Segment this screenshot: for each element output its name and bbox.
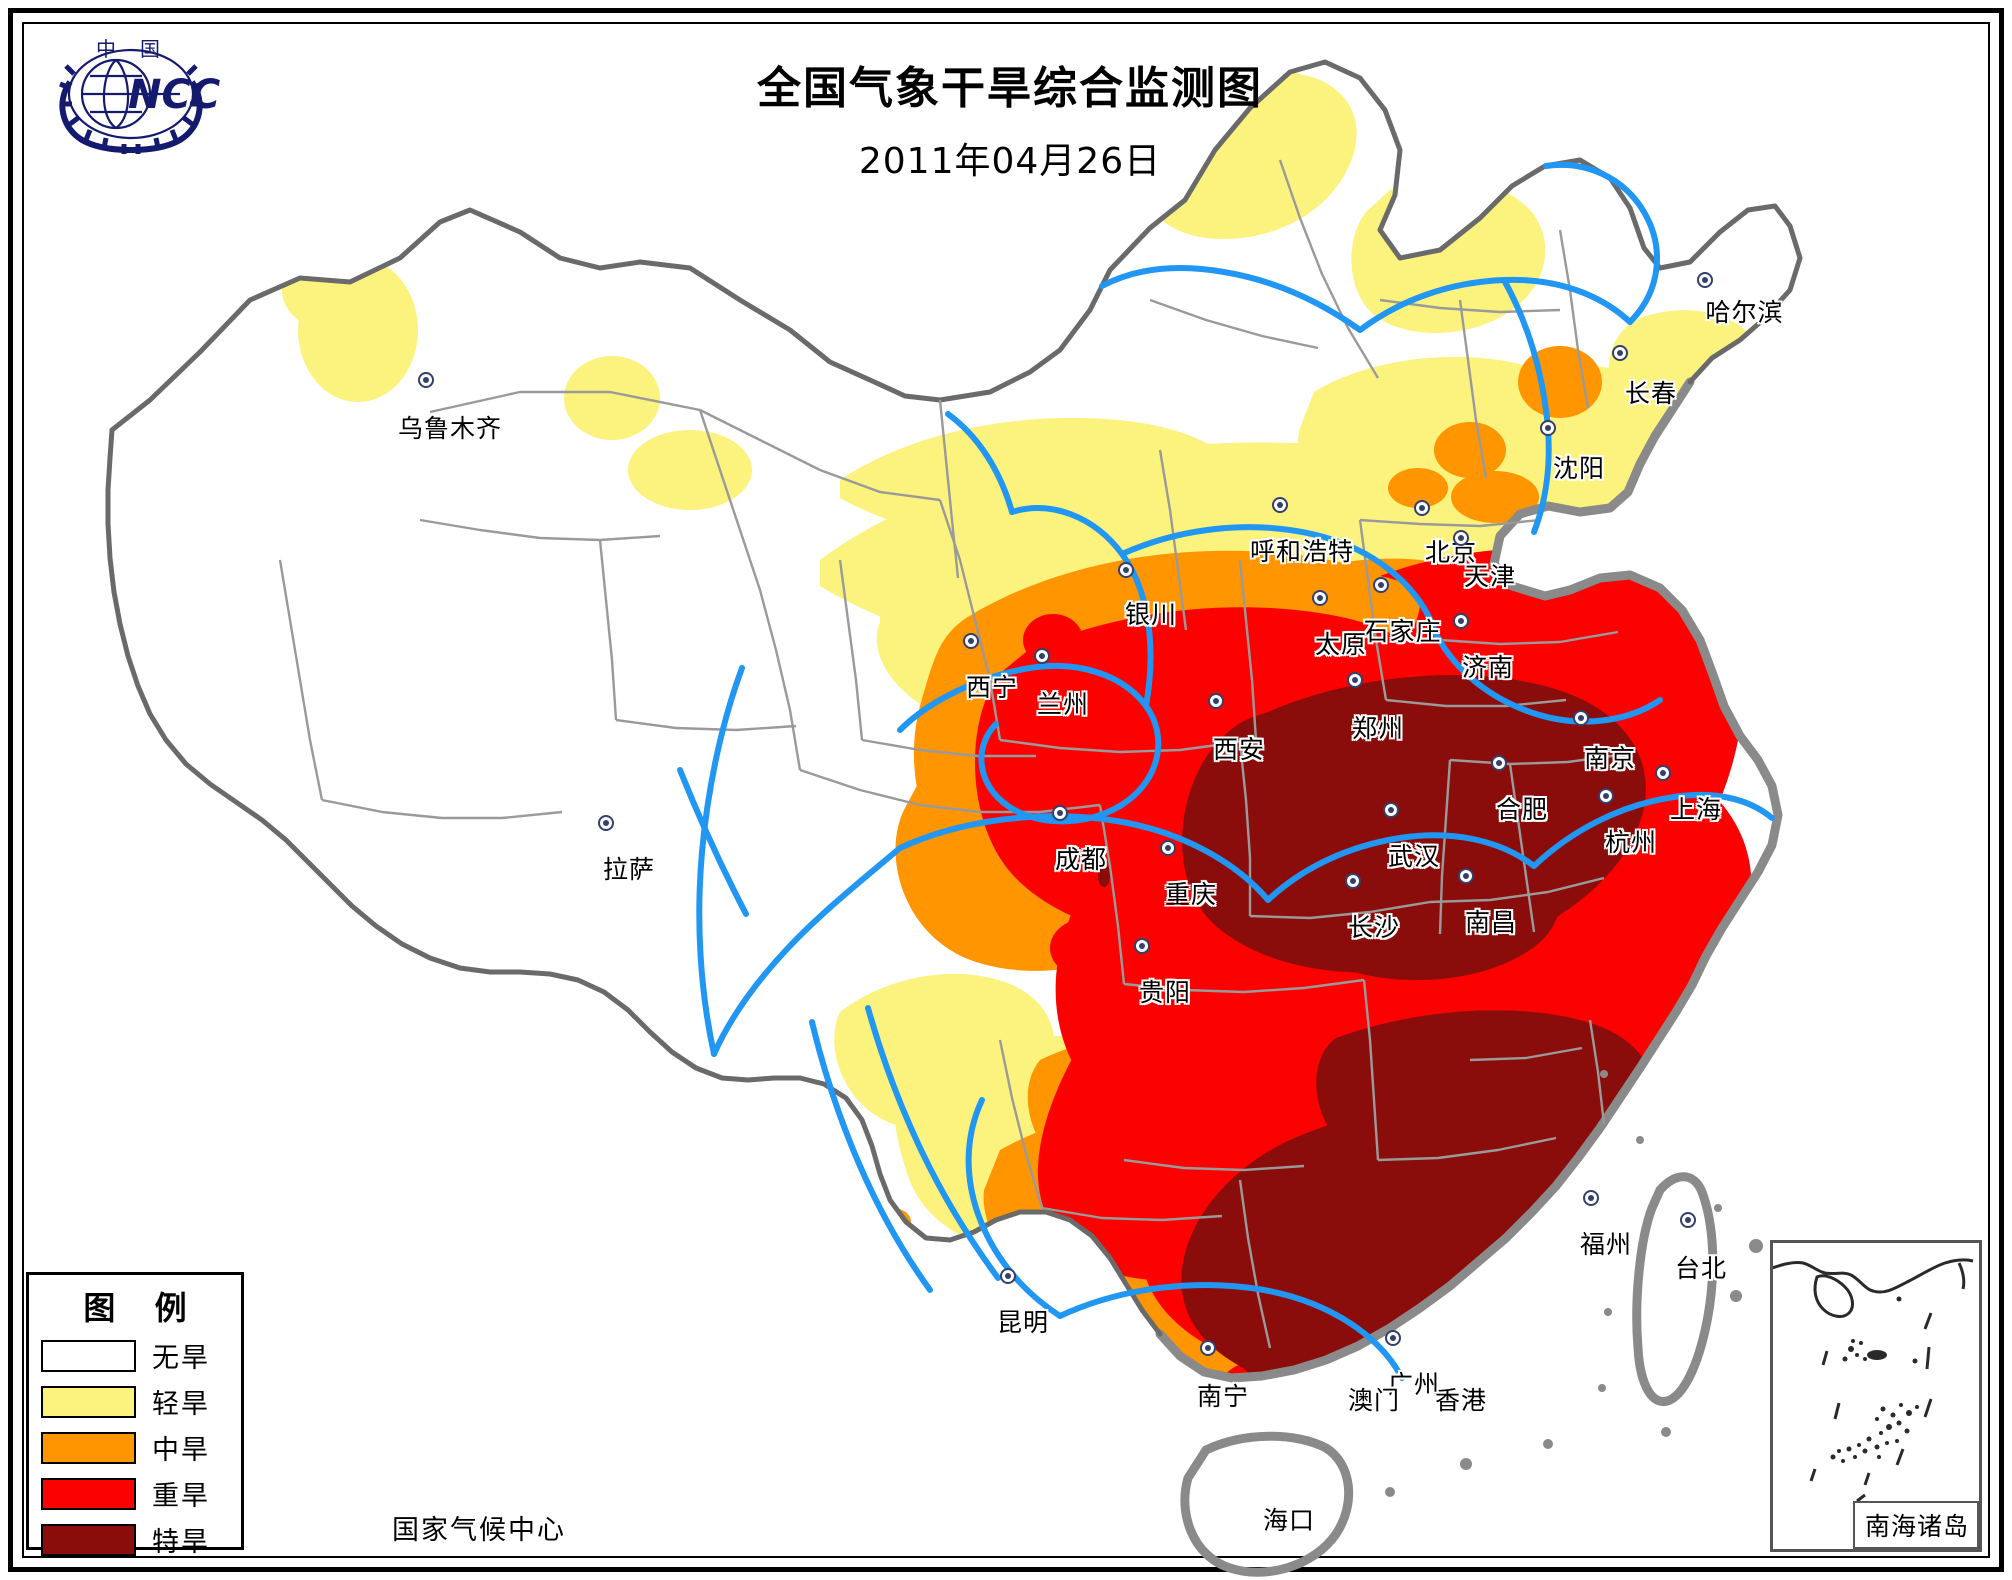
legend-title: 图 例	[83, 1289, 201, 1327]
city-marker	[598, 815, 614, 831]
city-label: 拉萨	[603, 855, 656, 884]
city-label: 合肥	[1496, 795, 1549, 824]
city-marker	[1612, 345, 1628, 361]
svg-text:NCC: NCC	[128, 72, 220, 118]
city-marker	[1160, 840, 1176, 856]
city-label: 香港	[1435, 1386, 1488, 1415]
city-label: 太原	[1315, 630, 1368, 659]
city-label: 天津	[1464, 562, 1517, 591]
city-label: 哈尔滨	[1705, 298, 1784, 327]
city-label: 南宁	[1197, 1382, 1250, 1411]
city-label: 济南	[1462, 653, 1515, 682]
legend-label: 无旱	[152, 1343, 210, 1374]
city-marker	[1573, 710, 1589, 726]
city-marker	[1200, 1340, 1216, 1356]
city-label: 兰州	[1037, 690, 1090, 719]
city-marker	[1453, 530, 1469, 546]
city-marker	[1491, 755, 1507, 771]
city-label: 郑州	[1352, 714, 1405, 743]
city-label: 广州	[1388, 1370, 1441, 1399]
legend-row: 中旱	[41, 1428, 241, 1467]
legend-swatch	[41, 1477, 136, 1510]
city-marker	[1385, 1330, 1401, 1346]
city-label: 南昌	[1465, 908, 1518, 937]
legend-label: 重旱	[152, 1481, 210, 1512]
city-label: 乌鲁木齐	[398, 414, 503, 443]
city-marker	[1540, 420, 1556, 436]
city-label: 台北	[1675, 1254, 1728, 1283]
city-label: 杭州	[1605, 828, 1658, 857]
city-marker	[1373, 577, 1389, 593]
legend-rows: 无旱轻旱中旱重旱特旱	[29, 1336, 241, 1559]
legend-label: 特旱	[152, 1527, 210, 1558]
legend-swatch	[41, 1523, 136, 1556]
city-label: 贵阳	[1139, 978, 1192, 1007]
city-marker	[963, 633, 979, 649]
city-marker	[1414, 500, 1430, 516]
legend-row: 无旱	[41, 1336, 241, 1375]
legend-row: 重旱	[41, 1474, 241, 1513]
outer-frame	[8, 8, 2004, 1572]
svg-text:国: 国	[140, 37, 160, 61]
city-marker	[1383, 802, 1399, 818]
city-label: 重庆	[1165, 880, 1218, 909]
map-date: 2011年04月26日	[858, 141, 1162, 182]
city-label: 昆明	[997, 1308, 1050, 1337]
city-marker	[1312, 590, 1328, 606]
legend-swatch	[41, 1431, 136, 1464]
city-marker	[1052, 805, 1068, 821]
svg-text:中: 中	[96, 37, 116, 61]
inset-label: 南海诸岛	[1852, 1501, 1979, 1549]
city-marker	[1583, 1190, 1599, 1206]
page-title: 全国气象干旱综合监测图	[757, 63, 1263, 114]
city-marker	[418, 372, 434, 388]
city-label: 呼和浩特	[1250, 537, 1355, 566]
city-label: 西安	[1213, 735, 1266, 764]
city-marker	[1680, 1212, 1696, 1228]
city-marker	[1458, 868, 1474, 884]
city-marker	[1208, 693, 1224, 709]
city-label: 西宁	[966, 673, 1019, 702]
city-marker	[1272, 497, 1288, 513]
south-china-sea-inset: 南海诸岛	[1770, 1240, 1982, 1552]
city-marker	[1598, 788, 1614, 804]
city-label: 成都	[1055, 845, 1108, 874]
legend-row: 轻旱	[41, 1382, 241, 1421]
legend-label: 轻旱	[152, 1389, 210, 1420]
legend-box: 图 例 无旱轻旱中旱重旱特旱	[26, 1272, 244, 1558]
city-marker	[1697, 272, 1713, 288]
city-label: 银川	[1125, 600, 1178, 629]
city-label: 上海	[1670, 795, 1723, 824]
city-label: 石家庄	[1363, 617, 1442, 646]
city-label: 长春	[1625, 379, 1678, 408]
city-label: 海口	[1263, 1506, 1316, 1535]
city-label: 长沙	[1348, 913, 1401, 942]
city-label: 北京	[1425, 538, 1478, 567]
city-marker	[1655, 765, 1671, 781]
city-marker	[1345, 873, 1361, 889]
ncc-logo: 中 国 NCC	[36, 26, 226, 156]
legend-label: 中旱	[152, 1435, 210, 1466]
city-marker	[1134, 938, 1150, 954]
city-marker	[1000, 1268, 1016, 1284]
city-label: 福州	[1580, 1230, 1633, 1259]
legend-swatch	[41, 1339, 136, 1372]
city-label: 沈阳	[1553, 454, 1606, 483]
legend-row: 特旱	[41, 1520, 241, 1559]
city-label: 南京	[1584, 744, 1637, 773]
city-label: 武汉	[1388, 842, 1441, 871]
city-marker	[1034, 648, 1050, 664]
city-marker	[1453, 613, 1469, 629]
city-label: 澳门	[1348, 1386, 1401, 1415]
city-marker	[1118, 562, 1134, 578]
credit-text: 国家气候中心	[392, 1515, 566, 1546]
city-marker	[1347, 672, 1363, 688]
legend-swatch	[41, 1385, 136, 1418]
